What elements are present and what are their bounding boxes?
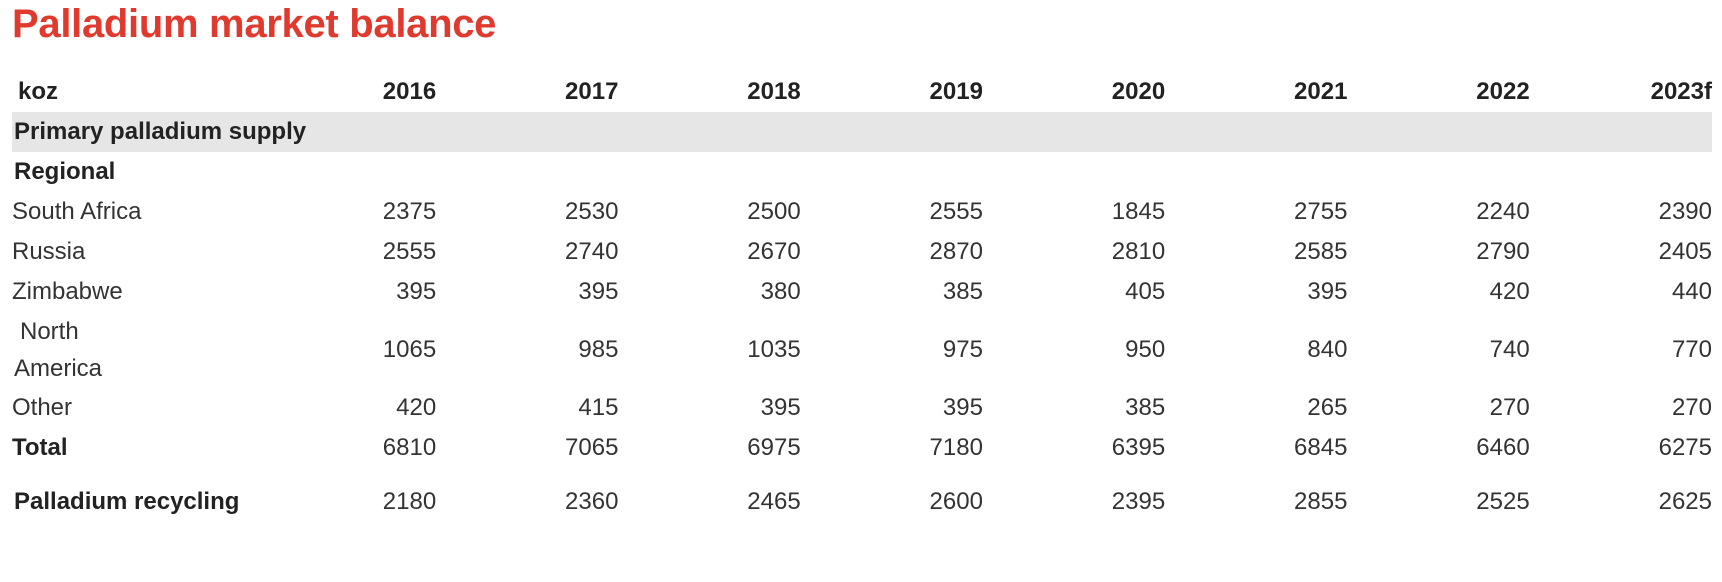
cell-value: 2525 (1476, 488, 1530, 515)
cell-value: 2500 (747, 198, 801, 225)
cell-value: 385 (1125, 394, 1166, 421)
spacer-row (12, 468, 1712, 482)
cell-value: 2670 (747, 238, 801, 265)
cell-value: 2405 (1658, 238, 1712, 265)
cell-value: 395 (942, 394, 983, 421)
cell-value: 2810 (1111, 238, 1166, 265)
cell-value: 2755 (1294, 198, 1348, 225)
cell-value: 975 (942, 336, 983, 363)
cell-value: 395 (396, 278, 437, 305)
cell-value: 2585 (1294, 238, 1348, 265)
cell-value: 770 (1671, 336, 1712, 363)
row-label: South Africa (12, 198, 142, 225)
row-label-line: America (14, 355, 103, 382)
cell-value: 2870 (929, 238, 983, 265)
cell-value: 405 (1125, 278, 1166, 305)
cell-value: 395 (1307, 278, 1348, 305)
page-title: Palladium market balance (12, 2, 497, 46)
row-label: Other (12, 394, 73, 421)
unit-header: koz (18, 78, 59, 105)
cell-value: 2375 (382, 198, 437, 225)
table-row: Other 420 415 395 395 385 265 270 270 (12, 388, 1712, 428)
table-row: Zimbabwe 395 395 380 385 405 395 420 440 (12, 272, 1712, 312)
cell-value: 2625 (1658, 488, 1712, 515)
cell-value: 265 (1307, 394, 1348, 421)
cell-value: 2390 (1658, 198, 1712, 225)
year-header: 2019 (929, 78, 983, 105)
row-label: North America (12, 312, 254, 388)
cell-value: 380 (760, 278, 801, 305)
year-header: 2022 (1476, 78, 1530, 105)
year-header: 2021 (1294, 78, 1348, 105)
table-row: Russia 2555 2740 2670 2870 2810 2585 279… (12, 232, 1712, 272)
cell-value: 2530 (565, 198, 619, 225)
cell-value: 1035 (747, 336, 801, 363)
cell-value: 270 (1489, 394, 1530, 421)
cell-value: 6275 (1658, 434, 1712, 461)
row-label: Russia (12, 238, 86, 265)
cell-value: 7065 (565, 434, 619, 461)
cell-value: 950 (1125, 336, 1166, 363)
cell-value: 420 (396, 394, 437, 421)
cell-value: 2740 (565, 238, 619, 265)
cell-value: 985 (578, 336, 619, 363)
cell-value: 6810 (382, 434, 437, 461)
row-label-line: North (20, 318, 79, 345)
cell-value: 395 (760, 394, 801, 421)
cell-value: 6975 (747, 434, 801, 461)
cell-value: 6395 (1111, 434, 1166, 461)
year-header: 2018 (747, 78, 801, 105)
market-balance-table: koz 2016 2017 2018 2019 2020 2021 2022 2… (12, 72, 1712, 522)
cell-value: 740 (1489, 336, 1530, 363)
cell-value: 2855 (1294, 488, 1348, 515)
table-row: South Africa 2375 2530 2500 2555 1845 27… (12, 192, 1712, 232)
cell-value: 2180 (382, 488, 437, 515)
year-header: 2023f (1650, 78, 1712, 105)
row-label: Palladium recycling (14, 488, 240, 515)
cell-value: 2240 (1476, 198, 1530, 225)
cell-value: 415 (578, 394, 619, 421)
recycling-row: Palladium recycling 2180 2360 2465 2600 … (12, 482, 1712, 522)
cell-value: 6460 (1476, 434, 1530, 461)
group-label: Regional (14, 158, 116, 185)
cell-value: 840 (1307, 336, 1348, 363)
cell-value: 7180 (929, 434, 983, 461)
table-row: North America 1065 985 1035 975 950 840 7… (12, 312, 1712, 388)
cell-value: 2600 (929, 488, 983, 515)
cell-value: 2465 (747, 488, 801, 515)
cell-value: 395 (578, 278, 619, 305)
cell-value: 440 (1671, 278, 1712, 305)
cell-value: 420 (1489, 278, 1530, 305)
group-row: Regional (12, 152, 1712, 192)
total-row: Total 6810 7065 6975 7180 6395 6845 6460… (12, 428, 1712, 468)
row-label: Zimbabwe (12, 278, 123, 305)
year-header: 2020 (1111, 78, 1166, 105)
cell-value: 2555 (382, 238, 437, 265)
section-row: Primary palladium supply (12, 112, 1712, 152)
cell-value: 1845 (1111, 198, 1166, 225)
row-label: Total (12, 434, 68, 461)
cell-value: 270 (1671, 394, 1712, 421)
cell-value: 2790 (1476, 238, 1530, 265)
cell-value: 385 (942, 278, 983, 305)
cell-value: 2555 (929, 198, 983, 225)
cell-value: 2360 (565, 488, 619, 515)
cell-value: 2395 (1111, 488, 1166, 515)
section-label: Primary palladium supply (12, 112, 1712, 152)
year-header: 2017 (565, 78, 619, 105)
cell-value: 6845 (1294, 434, 1348, 461)
year-header: 2016 (382, 78, 437, 105)
header-row: koz 2016 2017 2018 2019 2020 2021 2022 2… (12, 72, 1712, 112)
cell-value: 1065 (382, 336, 437, 363)
